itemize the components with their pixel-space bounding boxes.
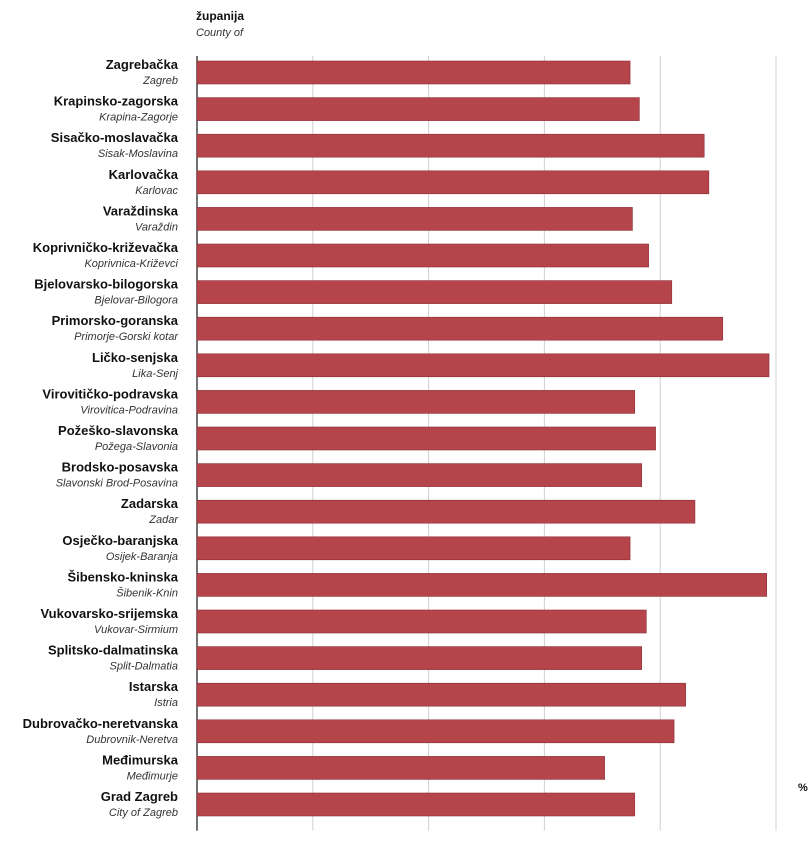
county-label: Šibensko-kninska	[67, 569, 178, 584]
county-label-en: Međimurje	[127, 770, 178, 782]
bar-21	[196, 792, 636, 817]
county-label-en: Sisak-Moslavina	[98, 148, 178, 160]
county-label: Krapinsko-zagorska	[54, 94, 179, 109]
category-labels: Zagrebačka Zagreb Krapinsko-zagorska Krapin…	[23, 57, 180, 819]
bar-3	[196, 133, 705, 158]
chart-header: županija County of	[196, 9, 244, 39]
county-label-en: Dubrovnik-Neretva	[86, 734, 178, 746]
bar-17	[196, 646, 642, 670]
county-label-en: Krapina-Zagorje	[99, 112, 178, 124]
county-label: Koprivničko-križevačka	[33, 240, 179, 255]
county-label-en: Split-Dalmatia	[110, 661, 178, 673]
bar-2	[196, 97, 640, 121]
county-label: Virovitičko-podravska	[42, 386, 178, 401]
county-label-en: Zadar	[148, 514, 179, 526]
county-label-en: Zagreb	[142, 75, 178, 87]
county-label-en: Požega-Slavonia	[95, 441, 178, 453]
county-label: Zagrebačka	[106, 57, 179, 72]
bar-11	[196, 426, 656, 451]
county-label-en: City of Zagreb	[109, 807, 178, 819]
bar-8	[196, 316, 724, 341]
county-label: Ličko-senjska	[92, 350, 179, 365]
unit-label: %	[798, 782, 808, 794]
bar-19	[196, 719, 675, 744]
county-label: Splitsko-dalmatinska	[48, 643, 179, 658]
county-label: Osječko-baranjska	[62, 533, 178, 548]
county-label: Karlovačka	[109, 167, 179, 182]
county-label-en: Virovitica-Podravina	[80, 404, 178, 416]
county-label: Zadarska	[121, 496, 179, 511]
bar-5	[196, 207, 633, 231]
county-label: Bjelovarsko-bilogorska	[34, 277, 179, 292]
county-label: Dubrovačko-neretvanska	[23, 716, 179, 731]
bar-15	[196, 573, 768, 597]
county-label: Primorsko-goranska	[52, 313, 179, 328]
county-label-en: Varaždin	[135, 221, 178, 233]
county-label: Međimurska	[102, 752, 179, 767]
bar-1	[196, 60, 631, 85]
county-label-en: Šibenik-Knin	[116, 586, 178, 599]
bar-13	[196, 499, 696, 524]
bar-4	[196, 170, 710, 195]
county-label: Istarska	[129, 679, 179, 694]
bar-12	[196, 463, 642, 487]
county-label: Brodsko-posavska	[62, 460, 179, 475]
bar-7	[196, 280, 673, 304]
county-label-en: Karlovac	[135, 185, 178, 197]
county-label-en: Lika-Senj	[132, 368, 178, 380]
county-label: Požeško-slavonska	[58, 423, 179, 438]
bar-9	[196, 353, 770, 378]
bar-6	[196, 243, 649, 268]
bar-18	[196, 682, 686, 707]
county-label: Sisačko-moslavačka	[51, 130, 179, 145]
bar-14	[196, 536, 631, 561]
bar-20	[196, 756, 605, 780]
county-label-en: Istria	[154, 697, 178, 709]
county-label: Varaždinska	[103, 203, 179, 218]
county-label: Grad Zagreb	[101, 789, 178, 804]
bar-16	[196, 609, 647, 634]
county-label-en: Bjelovar-Bilogora	[94, 295, 178, 307]
county-label-en: Koprivnica-Križevci	[84, 258, 178, 270]
county-label-en: Vukovar-Sirmium	[94, 624, 178, 636]
bar-10	[196, 390, 636, 414]
header-label-en: County of	[196, 27, 244, 39]
bars	[196, 60, 770, 817]
header-label-hr: županija	[196, 9, 244, 23]
county-label: Vukovarsko-srijemska	[40, 606, 178, 621]
county-label-en: Osijek-Baranja	[106, 551, 178, 563]
county-label-en: Primorje-Gorski kotar	[74, 331, 179, 343]
county-label-en: Slavonski Brod-Posavina	[56, 478, 178, 490]
